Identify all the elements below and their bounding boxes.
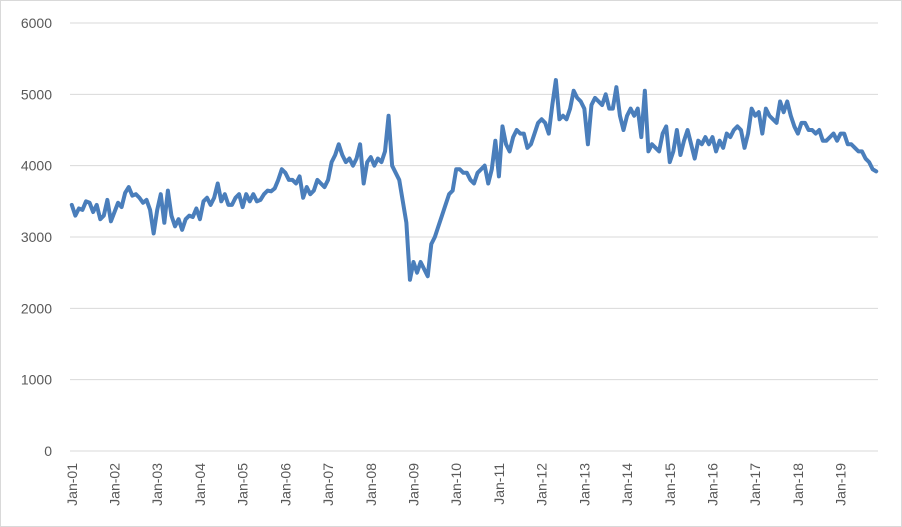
x-tick-label: Jan-12 xyxy=(534,463,550,506)
x-tick-label: Jan-08 xyxy=(363,463,379,506)
x-tick-label: Jan-18 xyxy=(790,463,806,506)
x-tick-label: Jan-15 xyxy=(662,463,678,506)
x-tick-label: Jan-03 xyxy=(149,463,165,506)
y-tick-label: 6000 xyxy=(21,15,52,31)
series-layer xyxy=(69,78,879,282)
y-tick-label: 3000 xyxy=(21,229,52,245)
x-tick-label: Jan-16 xyxy=(704,463,720,506)
x-tick-label: Jan-13 xyxy=(576,463,592,506)
y-tick-label: 2000 xyxy=(21,300,52,316)
x-tick-label: Jan-05 xyxy=(235,463,251,506)
y-tick-label: 1000 xyxy=(21,372,52,388)
x-tick-label: Jan-06 xyxy=(277,463,293,506)
x-tick-label: Jan-11 xyxy=(491,463,507,505)
x-tick-label: Jan-14 xyxy=(619,463,635,506)
x-tick-label: Jan-17 xyxy=(747,463,763,506)
x-tick-label: Jan-10 xyxy=(448,463,464,506)
gridlines xyxy=(70,22,878,452)
x-axis-tick-labels: Jan-01 Jan-02 Jan-03 Jan-04 Jan-05 Jan-06 Jan-… xyxy=(64,463,849,506)
series-line xyxy=(69,78,879,282)
x-tick-label: Jan-04 xyxy=(192,463,208,506)
y-tick-label: 5000 xyxy=(21,86,52,102)
y-tick-label: 4000 xyxy=(21,158,52,174)
y-axis-tick-labels: 0 1000 2000 3000 4000 5000 6000 xyxy=(21,15,52,459)
x-tick-label: Jan-07 xyxy=(320,463,336,506)
y-tick-label: 0 xyxy=(44,443,52,459)
x-tick-label: Jan-19 xyxy=(833,463,849,506)
x-tick-label: Jan-02 xyxy=(106,463,122,506)
x-tick-label: Jan-09 xyxy=(405,463,421,506)
x-tick-label: Jan-01 xyxy=(64,463,80,506)
